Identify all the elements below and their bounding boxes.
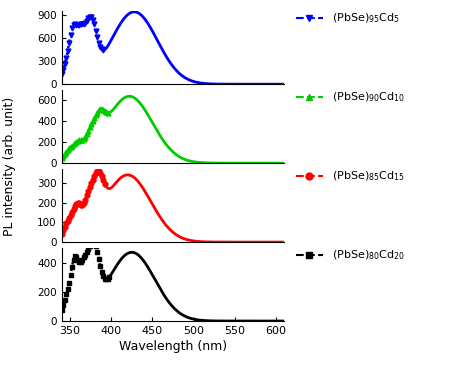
Legend: (PbSe)$_{95}$Cd$_{5}$: (PbSe)$_{95}$Cd$_{5}$ (291, 7, 404, 30)
Legend: (PbSe)$_{85}$Cd$_{15}$: (PbSe)$_{85}$Cd$_{15}$ (291, 165, 410, 188)
Legend: (PbSe)$_{80}$Cd$_{20}$: (PbSe)$_{80}$Cd$_{20}$ (291, 244, 410, 267)
Legend: (PbSe)$_{90}$Cd$_{10}$: (PbSe)$_{90}$Cd$_{10}$ (291, 86, 410, 109)
X-axis label: Wavelength (nm): Wavelength (nm) (119, 340, 227, 353)
Text: PL intensity (arb. unit): PL intensity (arb. unit) (3, 96, 16, 236)
